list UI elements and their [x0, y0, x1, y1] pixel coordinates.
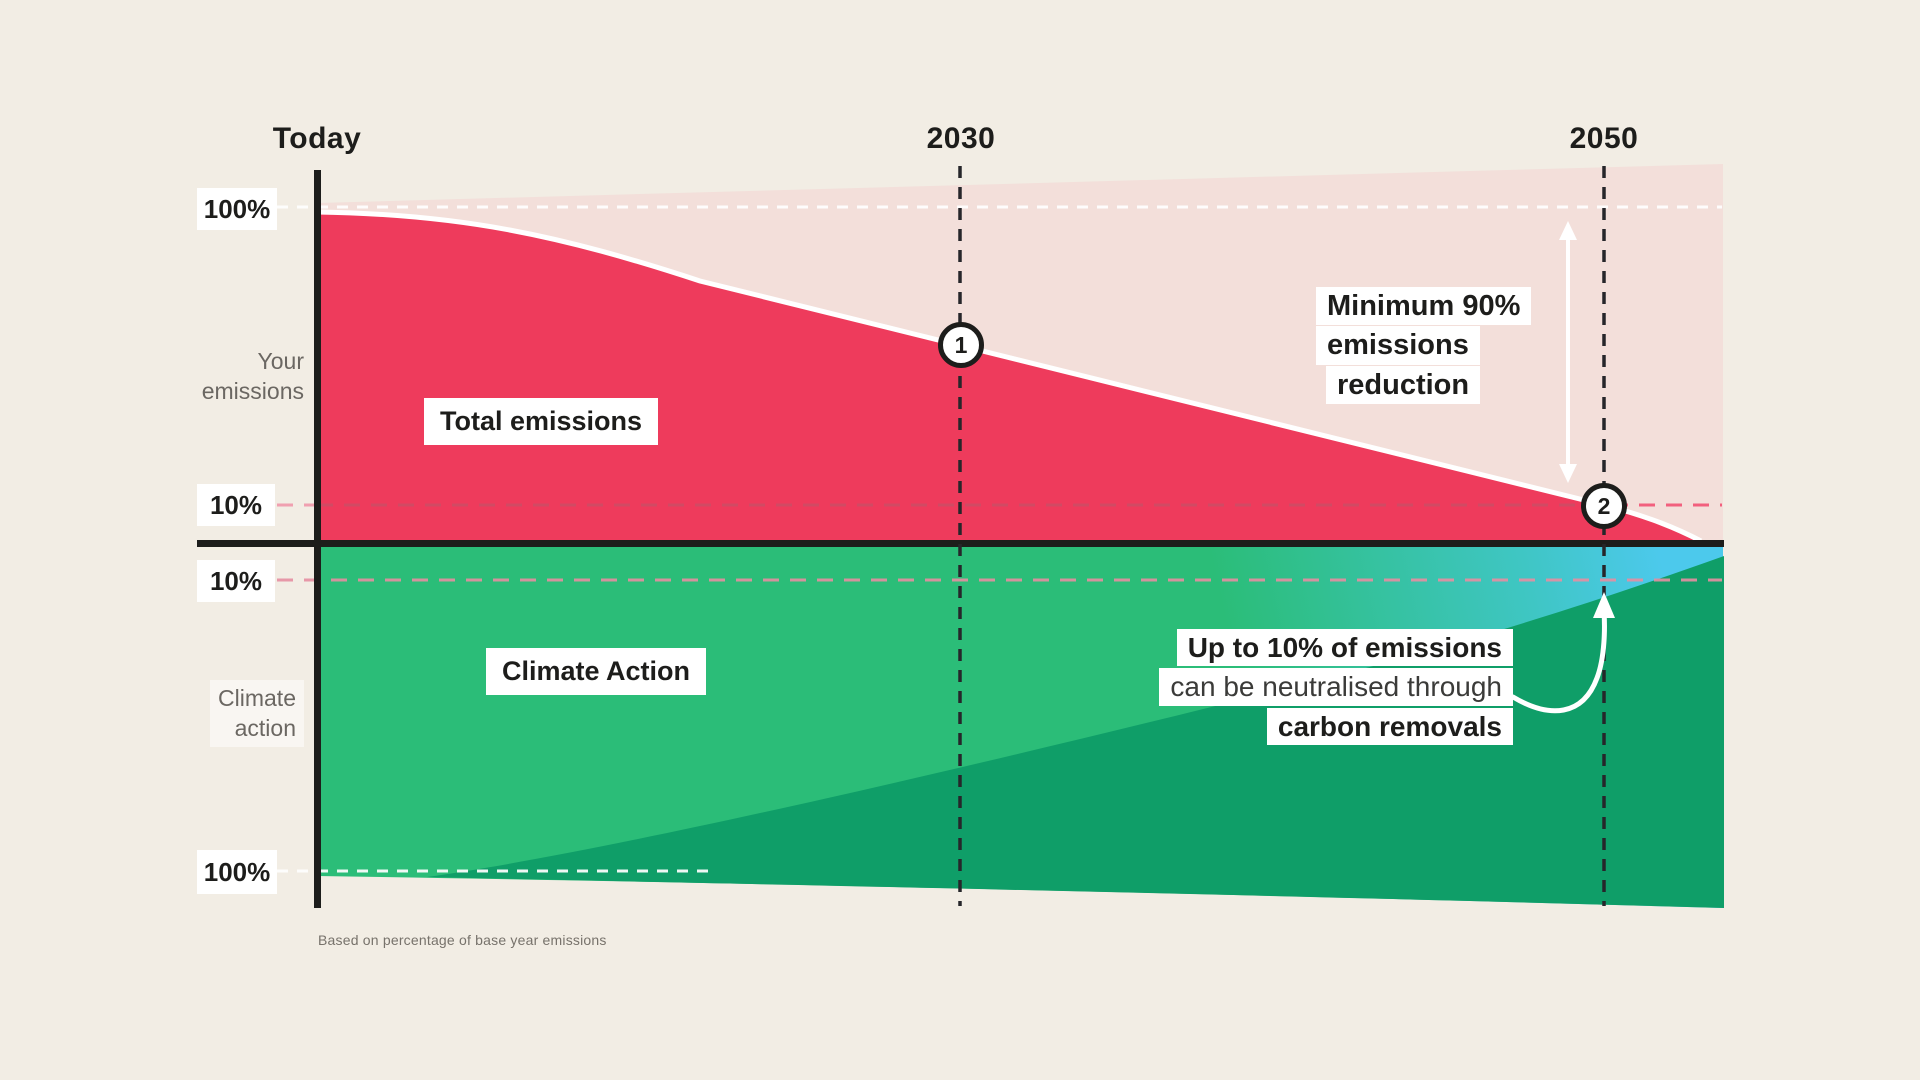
tick-emissions-10pct: 10% [197, 484, 275, 526]
tick-action-10pct: 10% [197, 560, 275, 602]
tick-action-100pct: 100% [197, 850, 277, 894]
total-emissions-label: Total emissions [424, 398, 659, 445]
timeline-label-2050: 2050 [1569, 122, 1639, 155]
reduction-annotation-line3: reduction [1326, 365, 1481, 405]
y-axis-line [314, 170, 321, 908]
timeline-label-2030: 2030 [926, 122, 996, 155]
marker-point-2: 2 [1581, 483, 1627, 529]
reduction-annotation: Minimum 90% emissions reduction [1316, 286, 1532, 405]
timeline-label-today: Today [272, 122, 362, 155]
axis-label-your-emissions: Your emissions [201, 348, 304, 405]
removals-annotation: Up to 10% of emissions can be neutralise… [1050, 628, 1513, 746]
carbon-removals-arrow [1510, 592, 1615, 714]
axis-label-climate-action: Climate action [210, 680, 304, 747]
removals-annotation-line1: Up to 10% of emissions [1176, 629, 1513, 667]
removals-annotation-line2: can be neutralised through [1159, 668, 1513, 706]
tick-emissions-100pct: 100% [197, 188, 277, 230]
reduction-annotation-line1: Minimum 90% [1316, 287, 1532, 326]
climate-action-label: Climate Action [486, 648, 707, 695]
achieved-reduction-wedge [427, 556, 1724, 908]
marker-point-1: 1 [938, 322, 984, 368]
total-emissions-area [317, 212, 1701, 541]
zero-axis-line [197, 540, 1724, 547]
reduction-span-arrow [1559, 221, 1577, 483]
reduction-annotation-line2: emissions [1316, 326, 1480, 365]
removals-annotation-line3: carbon removals [1266, 707, 1513, 746]
chart-footnote: Based on percentage of base year emissio… [318, 932, 607, 948]
emissions-pathway-line [316, 209, 1703, 544]
